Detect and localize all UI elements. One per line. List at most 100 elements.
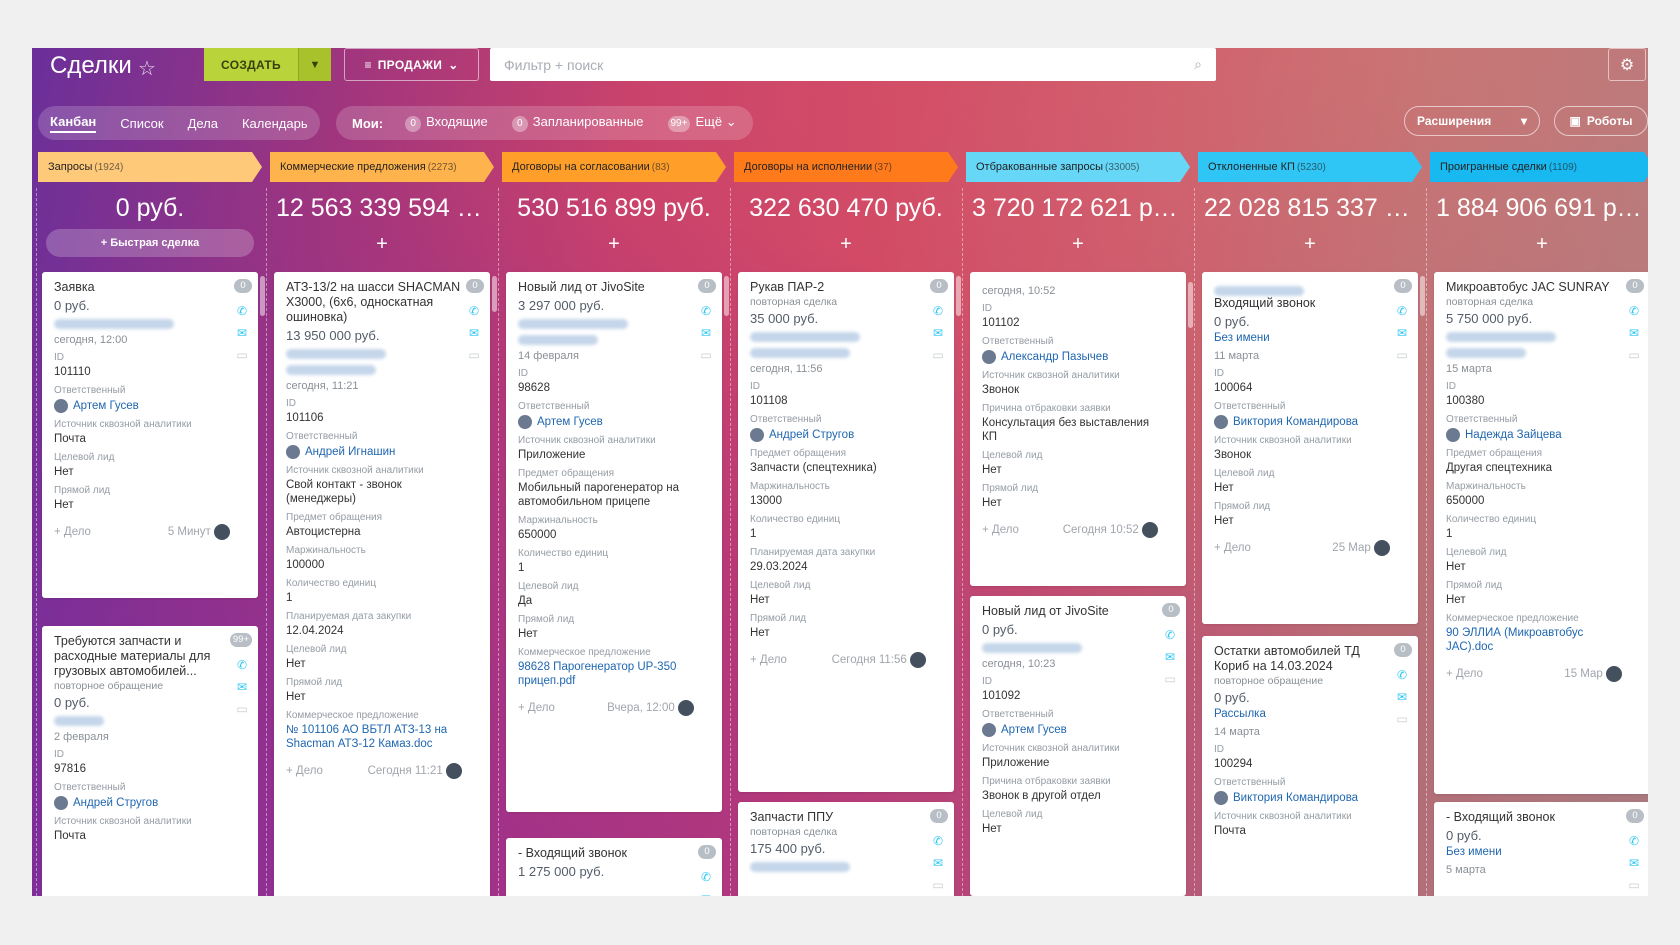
- search-icon[interactable]: ⌕: [1194, 56, 1202, 72]
- deal-card[interactable]: 0 ✆ ✉ ▭ Рукав ПАР-2 повторная сделка 35 000 ру…: [738, 272, 954, 792]
- deal-card[interactable]: 0 ✆ ✉ ▭ - Входящий звонок 0 руб. Без имени 5 ма…: [1434, 802, 1648, 896]
- add-activity-link[interactable]: + Дело: [54, 526, 91, 538]
- star-icon[interactable]: ☆: [138, 58, 156, 80]
- activity-counter[interactable]: 0: [698, 845, 716, 859]
- column-header[interactable]: Проигранные сделки (1109): [1430, 152, 1648, 182]
- column-scrollbar[interactable]: [492, 276, 497, 312]
- responsible-user[interactable]: Александр Пазычев: [982, 350, 1158, 364]
- mail-icon[interactable]: ✉: [1628, 326, 1640, 340]
- chat-icon[interactable]: ▭: [468, 348, 480, 362]
- deal-card[interactable]: 0 ✆ ✉ ▭ Остатки автомобилей ТД Кориб на 14.0…: [1202, 636, 1418, 896]
- chat-icon[interactable]: ▭: [700, 348, 712, 362]
- chat-icon[interactable]: ▭: [236, 702, 248, 716]
- deal-card[interactable]: 0 ✆ ✉ ▭ Заявка 0 руб. сегодня, 12:00 ID 101110 От…: [42, 272, 258, 598]
- add-deal-button[interactable]: +: [1536, 233, 1548, 255]
- more-filter[interactable]: 99+ Ещё ⌄: [667, 114, 737, 132]
- responsible-user[interactable]: Надежда Зайцева: [1446, 428, 1622, 442]
- responsible-user[interactable]: Артем Гусев: [54, 399, 230, 413]
- deal-card[interactable]: 99+ ✆ ✉ ▭ Требуются запчасти и расходные мат…: [42, 626, 258, 896]
- responsible-user[interactable]: Виктория Командирова: [1214, 791, 1390, 805]
- activity-counter[interactable]: 0: [234, 279, 252, 293]
- responsible-user[interactable]: Андрей Игнашин: [286, 445, 462, 459]
- column-scrollbar[interactable]: [1420, 276, 1425, 316]
- deal-contact[interactable]: Рассылка: [1214, 708, 1266, 720]
- create-button[interactable]: СОЗДАТЬ: [204, 48, 298, 81]
- chat-icon[interactable]: ▭: [932, 348, 944, 362]
- activity-counter[interactable]: 0: [466, 279, 484, 293]
- activity-counter[interactable]: 0: [698, 279, 716, 293]
- add-deal-button[interactable]: +: [376, 233, 388, 255]
- phone-icon[interactable]: ✆: [1628, 304, 1640, 318]
- phone-icon[interactable]: ✆: [1396, 304, 1408, 318]
- mail-icon[interactable]: ✉: [1396, 690, 1408, 704]
- activity-counter[interactable]: 0: [1626, 279, 1644, 293]
- mail-icon[interactable]: ✉: [932, 856, 944, 870]
- deal-card[interactable]: 0 ✆ ✉ ▭ АТЗ-13/2 на шасси SHACMAN X3000, (6х…: [274, 272, 490, 896]
- incoming-filter[interactable]: 0 Входящие: [405, 114, 488, 132]
- chat-icon[interactable]: ▭: [932, 878, 944, 892]
- tab-activities[interactable]: Дела: [187, 115, 218, 131]
- column-header[interactable]: Отклоненные КП (5230): [1198, 152, 1422, 182]
- mail-icon[interactable]: ✉: [1628, 856, 1640, 870]
- mail-icon[interactable]: ✉: [1164, 650, 1176, 664]
- responsible-user[interactable]: Артем Гусев: [982, 723, 1158, 737]
- activity-counter[interactable]: 0: [930, 809, 948, 823]
- phone-icon[interactable]: ✆: [700, 304, 712, 318]
- phone-icon[interactable]: ✆: [932, 834, 944, 848]
- deal-card[interactable]: 0 ✆ ✉ ▭ Входящий звонок 0 руб. Без имени 11 мар…: [1202, 272, 1418, 624]
- phone-icon[interactable]: ✆: [700, 870, 712, 884]
- mail-icon[interactable]: ✉: [1396, 326, 1408, 340]
- responsible-user[interactable]: Андрей Стругов: [750, 428, 926, 442]
- phone-icon[interactable]: ✆: [1164, 628, 1176, 642]
- column-scrollbar[interactable]: [724, 276, 729, 316]
- column-header[interactable]: Запросы (1924): [38, 152, 262, 182]
- extensions-button[interactable]: Расширения ▾: [1404, 106, 1540, 136]
- deal-card[interactable]: 0 ✆ ✉ ▭ Запчасти ППУ повторная сделка 175 400 …: [738, 802, 954, 896]
- activity-counter[interactable]: 0: [930, 279, 948, 293]
- add-deal-button[interactable]: +: [608, 233, 620, 255]
- add-activity-link[interactable]: + Дело: [982, 524, 1019, 536]
- phone-icon[interactable]: ✆: [1628, 834, 1640, 848]
- column-scrollbar[interactable]: [260, 276, 265, 316]
- chat-icon[interactable]: ▭: [1628, 348, 1640, 362]
- add-activity-link[interactable]: + Дело: [286, 765, 323, 777]
- planned-filter[interactable]: 0 Запланированные: [511, 114, 644, 132]
- activity-counter[interactable]: 0: [1162, 603, 1180, 617]
- chat-icon[interactable]: ▭: [1396, 348, 1408, 362]
- add-deal-button[interactable]: +: [840, 233, 852, 255]
- mail-icon[interactable]: ✉: [700, 326, 712, 340]
- phone-icon[interactable]: ✆: [236, 658, 248, 672]
- column-scrollbar[interactable]: [956, 276, 961, 316]
- robots-button[interactable]: ▣ Роботы: [1554, 106, 1648, 136]
- responsible-user[interactable]: Артем Гусев: [518, 415, 694, 429]
- deal-card[interactable]: 0 ✆ ✉ ▭ Новый лид от JivoSite 3 297 000 руб. 1…: [506, 272, 722, 812]
- create-dropdown-button[interactable]: ▼: [298, 48, 331, 81]
- offer-link[interactable]: № 101106 АО ВБТЛ АТЗ-13 на Shacman АТЗ-1…: [286, 724, 448, 750]
- chat-icon[interactable]: ▭: [1628, 878, 1640, 892]
- quick-deal-button[interactable]: + Быстрая сделка: [46, 229, 254, 257]
- mail-icon[interactable]: ✉: [236, 326, 248, 340]
- add-deal-button[interactable]: +: [1304, 233, 1316, 255]
- gear-icon[interactable]: ⚙: [1608, 48, 1646, 81]
- mail-icon[interactable]: ✉: [932, 326, 944, 340]
- search-input[interactable]: Фильтр + поиск ⌕: [490, 48, 1216, 81]
- column-header[interactable]: Коммерческие предложения (2273): [270, 152, 494, 182]
- responsible-user[interactable]: Андрей Стругов: [54, 796, 230, 810]
- mail-icon[interactable]: ✉: [236, 680, 248, 694]
- phone-icon[interactable]: ✆: [932, 304, 944, 318]
- column-header[interactable]: Договоры на согласовании (83): [502, 152, 726, 182]
- tab-kanban[interactable]: Канбан: [50, 114, 97, 133]
- sales-pipeline-button[interactable]: ≡ ПРОДАЖИ ⌄: [344, 48, 479, 81]
- add-activity-link[interactable]: + Дело: [1214, 542, 1251, 554]
- phone-icon[interactable]: ✆: [1396, 668, 1408, 682]
- activity-counter[interactable]: 0: [1394, 279, 1412, 293]
- deal-card[interactable]: 0 ✆ ✉ ▭ Новый лид от JivoSite 0 руб. сегодня, …: [970, 596, 1186, 896]
- add-activity-link[interactable]: + Дело: [518, 702, 555, 714]
- activity-counter[interactable]: 99+: [229, 633, 252, 647]
- chat-icon[interactable]: ▭: [1396, 712, 1408, 726]
- responsible-user[interactable]: Виктория Командирова: [1214, 415, 1390, 429]
- mail-icon[interactable]: ✉: [468, 326, 480, 340]
- deal-card[interactable]: 0 ✆ ✉ ▭ Микроавтобус JAC SUNRAY повторная сде…: [1434, 272, 1648, 794]
- phone-icon[interactable]: ✆: [468, 304, 480, 318]
